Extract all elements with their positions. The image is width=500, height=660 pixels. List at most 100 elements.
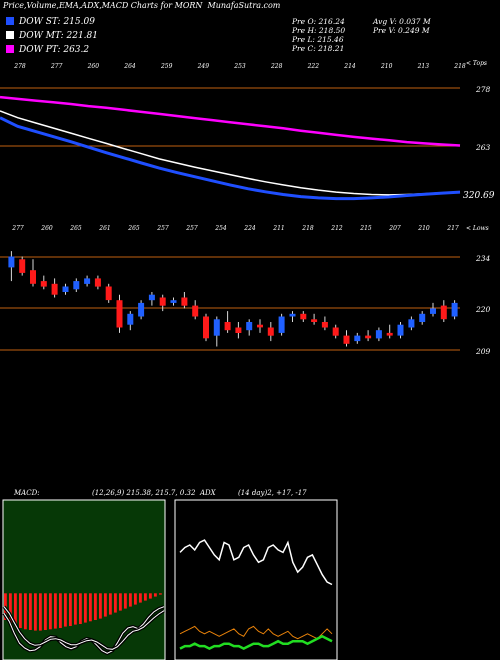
price-top-label: 210 — [417, 225, 430, 232]
candle-body — [170, 300, 177, 303]
price-top-label: 261 — [98, 225, 110, 232]
candle-body — [408, 319, 415, 328]
ema-series-line-1 — [0, 110, 461, 196]
price-top-label: 265 — [127, 225, 140, 232]
adx-title: ADX — [199, 489, 217, 497]
legend-dow-mt: DOW MT: 221.81 — [6, 31, 98, 41]
ema-right-tick-0: 278 — [475, 85, 491, 94]
price-top-labels: 277 260 265 261 265 257 257 254 224 211 218 212 215 2… — [11, 225, 459, 232]
ema-top-label: 259 — [160, 63, 173, 70]
ema-top-label: 222 — [307, 63, 320, 70]
macd-panel — [2, 499, 166, 660]
macd-hist-bar — [144, 593, 147, 601]
candle-body — [62, 286, 69, 292]
candle-body — [246, 322, 253, 331]
ema-top-label: 278 — [13, 63, 26, 70]
price-top-label: 212 — [330, 225, 343, 232]
macd-hist-bar — [14, 593, 17, 627]
macd-hist-bar — [44, 593, 47, 630]
macd-hist-bar — [94, 593, 97, 620]
macd-line-1 — [3, 606, 165, 650]
macd-hist-bar — [49, 593, 52, 630]
price-top-label: 217 — [446, 225, 459, 232]
macd-hist-bar — [159, 593, 162, 595]
macd-hist-bar — [104, 593, 107, 617]
ema-top-label: 260 — [87, 63, 100, 70]
candle-body — [257, 324, 263, 328]
price-top-label: 277 — [11, 225, 24, 232]
macd-hist-bar — [79, 593, 82, 624]
macd-title: MACD: — [13, 489, 40, 497]
candle-body — [203, 316, 209, 339]
candle-body — [105, 286, 112, 301]
legend-dow-st: DOW ST: 215.09 — [6, 17, 95, 27]
adx-line-2 — [179, 634, 333, 651]
candle-body — [94, 278, 101, 287]
macd-hist-bar — [154, 593, 157, 597]
candle-body — [159, 297, 166, 306]
candle-body — [300, 313, 307, 320]
candle-body — [116, 300, 123, 328]
ema-top-labels: 278 277 260 264 259 249 253 228 222 214 210 213 218 — [13, 63, 466, 70]
legend-swatch-st — [6, 17, 14, 25]
candle-body — [419, 313, 426, 322]
candle-body — [397, 324, 404, 336]
price-top-label: 207 — [388, 225, 401, 232]
macd-hist-bar — [19, 593, 22, 628]
price-top-label: 254 — [214, 225, 227, 232]
candle-body — [386, 332, 393, 336]
macd-hist-bar — [84, 593, 87, 623]
candle-body — [235, 327, 242, 333]
price-top-label: 215 — [359, 225, 372, 232]
adx-params: (14 day)2, +17, -17 — [238, 489, 307, 497]
candle-body — [30, 270, 36, 284]
candle-body — [138, 302, 145, 317]
ema-series-line-2 — [0, 116, 461, 201]
candle-body — [267, 327, 274, 336]
adx-line-1 — [179, 625, 333, 640]
macd-hist-bar — [59, 593, 62, 628]
legend-swatch-mt — [6, 31, 14, 39]
candle-body — [343, 335, 350, 344]
candle-body — [311, 319, 318, 322]
adx-panel — [174, 499, 338, 660]
macd-hist-bar — [99, 593, 102, 619]
adx-lines — [179, 539, 333, 651]
candle-body — [289, 313, 296, 317]
ema-top-label: 218 — [453, 63, 466, 70]
price-right-tick-1: 220 — [475, 305, 491, 314]
price-top-label: 224 — [243, 225, 256, 232]
site-name: MunafaSutra.com — [207, 1, 281, 10]
legend-label-pt: DOW PT: 263.2 — [19, 45, 90, 55]
macd-hist-bar — [29, 593, 32, 630]
price-right-tick-2: 209 — [475, 347, 491, 356]
macd-hist-bar — [54, 593, 57, 629]
adx-line-0 — [179, 539, 333, 586]
macd-hist-bar — [129, 593, 132, 607]
macd-params: (12,26,9) 215.38, 215.7, 0.32 — [92, 489, 196, 497]
macd-histogram — [4, 593, 162, 631]
macd-hist-bar — [39, 593, 42, 631]
pre-high: Pre H: 218.50 — [292, 26, 346, 35]
candle-body — [451, 302, 458, 317]
ema-top-label: 249 — [197, 63, 210, 70]
lows-label: < Lows — [466, 225, 489, 232]
candle-body — [127, 313, 134, 325]
ema-last-value: 320.69 — [463, 191, 495, 201]
price-top-label: 265 — [69, 225, 82, 232]
candle-body — [19, 259, 26, 273]
ema-lines — [0, 95, 461, 201]
macd-hist-bar — [34, 593, 37, 631]
macd-hist-bar — [124, 593, 127, 609]
price-right-tick-0: 234 — [475, 254, 491, 263]
macd-hist-bar — [149, 593, 152, 599]
macd-hist-bar — [119, 593, 122, 611]
macd-hist-bar — [109, 593, 112, 615]
ema-top-label: 214 — [343, 63, 356, 70]
price-top-label: 260 — [40, 225, 53, 232]
macd-hist-bar — [134, 593, 137, 605]
ema-top-label: 210 — [380, 63, 393, 70]
ema-top-label: 277 — [50, 63, 63, 70]
ema-top-label: 253 — [233, 63, 246, 70]
